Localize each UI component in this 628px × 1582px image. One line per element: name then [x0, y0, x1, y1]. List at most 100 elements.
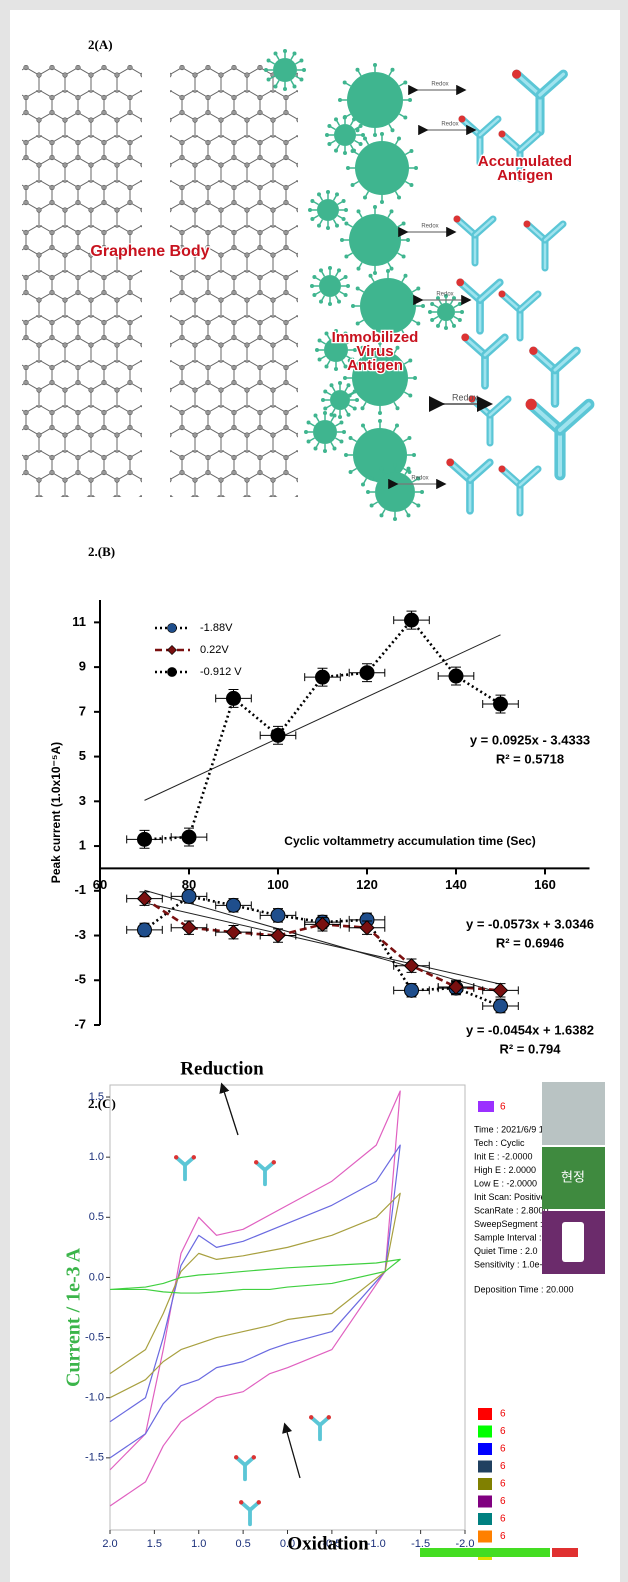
virus-spike-tip — [328, 266, 332, 270]
virus-spike-tip — [430, 318, 435, 322]
virus-spike-tip — [339, 439, 344, 444]
marker — [359, 919, 375, 936]
virus-spike-tip — [308, 208, 312, 212]
legend-swatch — [478, 1478, 492, 1490]
legend-label: 6 — [500, 1426, 506, 1437]
virus-spike-tip — [460, 310, 464, 314]
legend-swatch — [478, 1513, 492, 1525]
y-tick-label: -1 — [74, 882, 86, 897]
virus-spike-tip — [390, 67, 395, 72]
virus-spike-tip — [397, 136, 401, 141]
immobilized-label: Virus — [356, 343, 393, 360]
x-tick-label: 0.5 — [235, 1538, 250, 1550]
virus-spike-tip — [319, 268, 323, 273]
virus-body — [313, 420, 337, 444]
virus-spike-tip — [355, 286, 360, 291]
legend-label: 6 — [500, 1479, 506, 1490]
antibody-arm-inner — [448, 461, 472, 482]
virus-spike-tip — [395, 345, 400, 350]
virus-spike-tip — [343, 115, 347, 119]
info-line: Low E : -2.0000 — [474, 1178, 537, 1188]
antibody-tip — [498, 130, 506, 138]
x-tick-label: 2.0 — [102, 1538, 117, 1550]
virus-body — [375, 472, 415, 512]
antibody — [498, 290, 542, 342]
top-marker — [478, 1101, 494, 1112]
virus-spike-tip — [321, 398, 325, 402]
virus-spike-tip — [346, 284, 350, 288]
virus-spike-tip — [342, 430, 346, 434]
x-tick-label: -2.0 — [456, 1538, 475, 1550]
x-tick-label: 1.5 — [147, 1538, 162, 1550]
marker — [359, 665, 375, 681]
virus-spike-tip — [380, 132, 384, 136]
marker — [137, 922, 152, 938]
antibody-tip — [529, 346, 538, 355]
virus-spike-tip — [352, 389, 357, 394]
virus-spike-tip — [310, 284, 314, 288]
virus-spike-tip — [356, 209, 361, 214]
virus-spike-tip — [358, 124, 363, 128]
virus-spike-tip — [351, 304, 355, 308]
virus-spike-tip — [379, 466, 384, 471]
x-tick-label: 120 — [356, 877, 378, 892]
antibody-arm-inner — [468, 461, 492, 482]
antibody-arm-inner — [557, 402, 591, 433]
virus-spike-tip — [313, 446, 318, 451]
virus-spike-tip — [306, 420, 311, 425]
marker — [181, 829, 197, 845]
antibody-arm-inner — [478, 281, 502, 302]
virus-spike-tip — [355, 321, 360, 326]
marker — [181, 919, 197, 936]
marker — [314, 916, 331, 933]
legend-marker — [166, 644, 178, 656]
status-record — [552, 1548, 578, 1557]
virus-spike-tip — [350, 183, 355, 187]
trendline-equation: y = -0.0573x + 3.0346 — [466, 916, 594, 931]
y-tick-label: -1.5 — [85, 1452, 104, 1464]
antibody — [458, 115, 502, 167]
virus-spike-tip — [338, 98, 342, 102]
virus-spike-tip — [335, 223, 339, 228]
virus-spike-tip — [317, 357, 322, 362]
virus-spike-tip — [403, 273, 408, 278]
virus-spike-tip — [283, 87, 287, 91]
virus-spike-tip — [393, 463, 397, 467]
marker — [492, 982, 509, 999]
marker — [448, 668, 464, 684]
antibody-arm-inner — [553, 349, 579, 372]
virus-spike-tip — [327, 124, 332, 128]
virus-spike-tip — [341, 217, 346, 221]
immobilized-label: Immobilized — [332, 329, 419, 346]
virus-spike-tip — [344, 453, 348, 457]
marker — [137, 831, 152, 847]
virus-spike-tip — [334, 117, 338, 122]
virus-spike-tip — [366, 490, 370, 494]
virus-spike-tip — [323, 411, 327, 415]
virus-spike-tip — [273, 84, 278, 89]
panel-label: 2.(C) — [88, 1096, 116, 1111]
virus-spike-tip — [355, 398, 359, 402]
antibody-tip — [191, 1155, 196, 1160]
antibody-icon — [309, 1415, 331, 1442]
antibody-arm-inner — [500, 292, 522, 312]
virus-spike-tip — [317, 338, 322, 343]
virus-spike-tip — [401, 254, 406, 259]
trendline-equation: y = 0.0925x - 3.4333 — [470, 732, 590, 747]
marker — [493, 998, 508, 1014]
y-tick-label: 1.0 — [89, 1151, 104, 1163]
virus-spike-tip — [335, 192, 339, 197]
info-line: SweepSegment : 2 — [474, 1219, 550, 1229]
virus-spike-tip — [389, 266, 394, 271]
virus-spike-tip — [401, 221, 406, 226]
virus-spike-tip — [344, 254, 349, 259]
legend-swatch — [478, 1425, 492, 1438]
x-tick-label: 100 — [267, 877, 289, 892]
marker — [493, 696, 508, 712]
cv-curve — [109, 1258, 401, 1294]
info-line: Init E : -2.0000 — [474, 1151, 533, 1161]
virus-spike-tip — [339, 420, 344, 425]
x-tick-label: 160 — [534, 877, 556, 892]
marker — [270, 727, 286, 743]
